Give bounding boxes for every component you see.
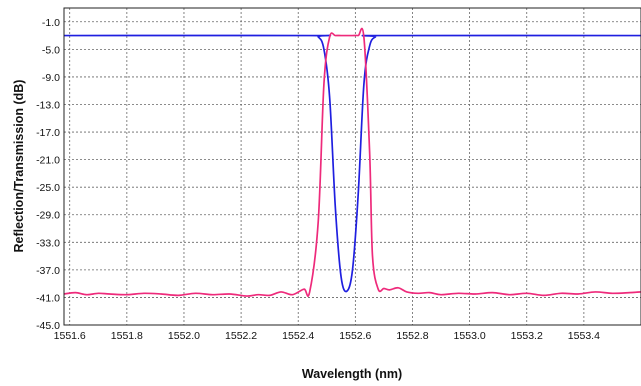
y-tick-labels: -1.0 -5.0 -9.0 -13.0 -17.0 -21.0 -25.0 -29.0 -33… — [36, 17, 60, 332]
y-tick-label: -9.0 — [42, 72, 60, 84]
series-line-1 — [63, 27, 641, 298]
x-tick-label: 1552.2 — [225, 330, 257, 342]
plot-frame — [63, 7, 641, 326]
y-tick-label: -21.0 — [36, 155, 60, 167]
x-tick-labels: 1551.6 1551.8 1552.0 1552.2 1552.4 1552.6 1552… — [54, 330, 600, 342]
series-line-0 — [63, 34, 641, 293]
x-tick-label: 1552.8 — [396, 330, 428, 342]
y-tick-label: -5.0 — [42, 44, 60, 56]
x-tick-label: 1551.6 — [54, 330, 86, 342]
y-tick-label: -13.0 — [36, 99, 60, 111]
series-group — [63, 27, 641, 298]
x-tick-label: 1552.4 — [282, 330, 314, 342]
x-tick-label: 1553.4 — [568, 330, 600, 342]
y-tick-label: -1.0 — [42, 17, 60, 29]
y-tick-label: -45.0 — [36, 320, 60, 332]
x-tick-label: 1553.0 — [454, 330, 486, 342]
y-tick-label: -29.0 — [36, 210, 60, 222]
y-tick-label: -17.0 — [36, 127, 60, 139]
y-tick-label: -25.0 — [36, 182, 60, 194]
x-tick-label: 1551.8 — [111, 330, 143, 342]
x-axis-title: Wavelength (nm) — [302, 367, 402, 381]
y-tick-label: -33.0 — [36, 237, 60, 249]
grid — [64, 8, 641, 325]
y-tick-label: -37.0 — [36, 265, 60, 277]
y-tick-label: -41.0 — [36, 292, 60, 304]
x-tick-label: 1553.2 — [511, 330, 543, 342]
x-tick-label: 1552.6 — [339, 330, 371, 342]
y-axis-title: Reflection/Transmission (dB) — [12, 80, 26, 253]
x-tick-label: 1552.0 — [168, 330, 200, 342]
